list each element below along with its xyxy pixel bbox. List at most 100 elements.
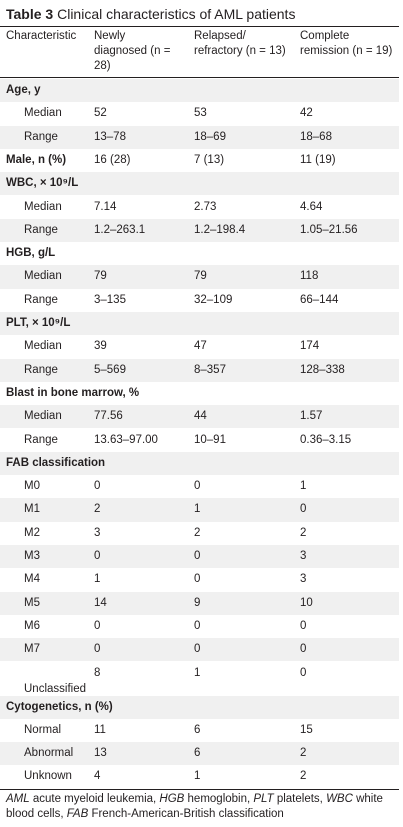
table-row: Blast in bone marrow, % bbox=[0, 382, 399, 405]
header-relapsed-refractory: Relapsed/ refractory (n = 13) bbox=[194, 29, 286, 59]
table-cell: 1 bbox=[300, 480, 307, 493]
table-cell: 4 bbox=[94, 770, 101, 783]
table-cell: 0 bbox=[194, 550, 201, 562]
table-cell: 3–135 bbox=[94, 293, 126, 306]
row-label: Normal bbox=[24, 723, 62, 736]
table-cell: 52 bbox=[94, 107, 107, 120]
footnote-abbreviation: HGB bbox=[159, 793, 185, 805]
row-label: M4 bbox=[24, 573, 40, 586]
table-cell: 1 bbox=[194, 666, 201, 679]
table-cell: 77.56 bbox=[94, 410, 123, 423]
table-cell: 13–78 bbox=[94, 130, 126, 143]
header-line: diagnosed (n = bbox=[94, 45, 171, 57]
row-label: M7 bbox=[24, 643, 40, 656]
footnote-abbreviation: FAB bbox=[66, 808, 89, 820]
table-cell: 1 bbox=[94, 573, 101, 586]
table-cell: 13.63–97.00 bbox=[94, 433, 158, 446]
row-section-label: FAB classification bbox=[6, 456, 106, 469]
table-cell: 1 bbox=[194, 503, 201, 516]
table-cell: 2.73 bbox=[194, 200, 217, 213]
row-section-label: WBC, × 10⁹/L bbox=[6, 177, 79, 190]
table-cell: 10–91 bbox=[194, 433, 226, 446]
row-label: Unknown bbox=[24, 770, 72, 783]
table-cell: 42 bbox=[300, 107, 313, 120]
table-row: Male, n (%) 16 (28) 7 (13) 11 (19) bbox=[0, 149, 399, 172]
table-cell: 0 bbox=[94, 643, 101, 656]
row-label: Median bbox=[24, 107, 62, 120]
header-line: 28) bbox=[94, 60, 111, 72]
table-cell: 0 bbox=[300, 619, 307, 632]
table-cell: 14 bbox=[94, 596, 107, 609]
header-line: refractory (n = 13) bbox=[194, 45, 286, 57]
row-section-label: PLT, × 10⁹/L bbox=[6, 317, 71, 329]
table-row: Unknown 4 1 2 bbox=[0, 765, 399, 788]
row-label: M1 bbox=[24, 503, 40, 516]
table-cell: 6 bbox=[194, 723, 201, 736]
table-cell: 3 bbox=[300, 573, 307, 586]
table-cell: 2 bbox=[300, 770, 307, 783]
row-label: Median bbox=[24, 270, 62, 283]
table-cell: 4.64 bbox=[300, 200, 323, 213]
table-cell: 0 bbox=[94, 480, 101, 493]
row-label: Median bbox=[24, 200, 62, 213]
table-cell: 2 bbox=[300, 526, 307, 539]
table-cell: 8–357 bbox=[194, 363, 226, 376]
row-section-label: Blast in bone marrow, % bbox=[6, 386, 140, 399]
table-row: Range 13.63–97.00 10–91 0.36–3.15 bbox=[0, 429, 399, 452]
bottom-rule bbox=[0, 789, 399, 790]
table-cell: 66–144 bbox=[300, 293, 339, 306]
table-row: Age, y bbox=[0, 79, 399, 103]
table-row: FAB classification bbox=[0, 451, 399, 476]
table-cell: 1.57 bbox=[300, 410, 323, 423]
table-row: WBC, × 10⁹/L bbox=[0, 172, 399, 196]
table-row: M6 0 0 0 bbox=[0, 615, 399, 638]
table-cell: 8 bbox=[94, 666, 101, 679]
table-cell: 0 bbox=[94, 550, 101, 562]
table-cell: 5–569 bbox=[94, 363, 126, 376]
header-line: Newly bbox=[94, 30, 126, 42]
header-line: Characteristic bbox=[6, 30, 77, 42]
header-line: Relapsed/ bbox=[194, 30, 246, 42]
row-label: Median bbox=[24, 410, 62, 423]
row-section-label: HGB, g/L bbox=[6, 247, 56, 260]
top-rule bbox=[0, 26, 399, 27]
table-cell: 79 bbox=[194, 270, 207, 283]
table-caption: Table 3 Clinical characteristics of AML … bbox=[6, 3, 295, 25]
table-cell: 11 (19) bbox=[300, 153, 336, 166]
table-cell: 3 bbox=[300, 550, 307, 562]
header-line: Complete bbox=[300, 30, 350, 42]
row-label: Range bbox=[24, 363, 58, 376]
table-row: Median 79 79 118 bbox=[0, 265, 399, 289]
table-row: M2 3 2 2 bbox=[0, 522, 399, 545]
table-cell: 7 (13) bbox=[194, 153, 225, 166]
row-section-label: Age, y bbox=[6, 84, 41, 96]
table-row: Median 7.14 2.73 4.64 bbox=[0, 196, 399, 219]
table-cell: 0 bbox=[194, 643, 201, 656]
footnote-definition: white blood cells, bbox=[6, 793, 383, 820]
table-row: Median 77.56 44 1.57 bbox=[0, 405, 399, 429]
footnote-definition: acute myeloid leukemia, bbox=[29, 793, 160, 805]
table-cell: 18–69 bbox=[194, 130, 226, 143]
row-label: M2 bbox=[24, 526, 40, 539]
table-cell: 6 bbox=[194, 747, 201, 760]
footnote-definition: hemoglobin, bbox=[184, 793, 254, 805]
table-cell: 0.36–3.15 bbox=[300, 433, 352, 446]
row-label: Median bbox=[24, 340, 62, 353]
table-cell: 32–109 bbox=[194, 293, 233, 306]
table-title: Clinical characteristics of AML patients bbox=[57, 6, 296, 22]
table-cell: 118 bbox=[300, 270, 319, 283]
table-cell: 0 bbox=[300, 666, 307, 679]
table-cell: 0 bbox=[194, 619, 201, 632]
footnote-abbreviation: WBC bbox=[326, 793, 353, 805]
table-cell: 2 bbox=[300, 747, 307, 760]
footnote-abbreviation: AML bbox=[6, 793, 30, 805]
table-row: Abnormal 13 6 2 bbox=[0, 742, 399, 766]
row-label: Range bbox=[24, 433, 58, 446]
table-cell: 7.14 bbox=[94, 200, 117, 213]
row-label: Range bbox=[24, 223, 58, 236]
table-cell: 53 bbox=[194, 107, 207, 120]
table-row: M1 2 1 0 bbox=[0, 498, 399, 522]
table-cell: 18–68 bbox=[300, 130, 332, 143]
table-row: PLT, × 10⁹/L bbox=[0, 312, 399, 336]
